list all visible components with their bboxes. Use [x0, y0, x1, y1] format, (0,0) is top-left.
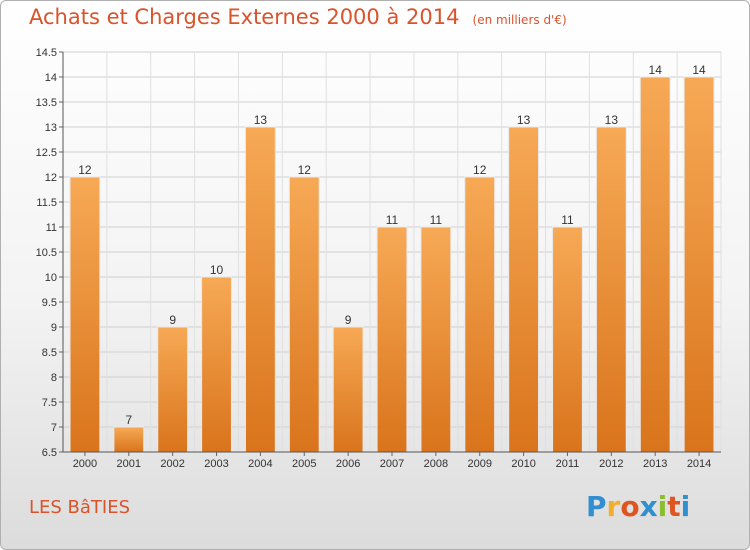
x-tick-label: 2007 — [380, 458, 404, 470]
chart-title: Achats et Charges Externes 2000 à 2014 (… — [29, 5, 567, 29]
bar-value-label: 12 — [78, 163, 92, 177]
y-tick-label: 8 — [51, 372, 57, 384]
bar-2006 — [332, 326, 364, 453]
bar-value-label: 12 — [298, 163, 312, 177]
bar-value-label: 13 — [254, 113, 268, 127]
y-tick-label: 12.5 — [36, 147, 57, 159]
x-tick-label: 2010 — [511, 458, 535, 470]
y-tick-label: 11.5 — [36, 197, 57, 209]
axes — [59, 51, 721, 456]
bar-2001 — [113, 426, 145, 453]
x-tick-label: 2006 — [336, 458, 360, 470]
x-tick-label: 2014 — [687, 458, 711, 470]
chart-unit: (en milliers d'€) — [472, 13, 567, 27]
y-tick-label: 14.5 — [36, 47, 57, 59]
bar-2012 — [595, 126, 627, 453]
y-tick-label: 7.5 — [42, 397, 57, 409]
bar-value-label: 12 — [473, 163, 487, 177]
logo-letter: r — [606, 490, 621, 523]
x-tick-label: 2001 — [117, 458, 141, 470]
x-tick-label: 2011 — [556, 458, 580, 470]
proxiti-logo: Proxiti — [586, 490, 690, 523]
bar-2007 — [376, 226, 408, 453]
bar-2002 — [157, 326, 189, 453]
bars — [69, 76, 715, 453]
x-tick-label: 2012 — [599, 458, 623, 470]
logo-letter: i — [680, 490, 691, 523]
y-tick-label: 7 — [51, 422, 57, 434]
bar-2014 — [683, 76, 715, 453]
x-tick-label: 2005 — [292, 458, 316, 470]
bar-2000 — [69, 176, 101, 453]
logo-letter: x — [639, 490, 658, 523]
y-tick-label: 12 — [45, 172, 57, 184]
y-tick-label: 9 — [51, 322, 57, 334]
bar-value-label: 7 — [125, 413, 132, 427]
x-tick-label: 2002 — [160, 458, 184, 470]
logo-letter: t — [667, 490, 681, 523]
y-tick-label: 13.5 — [36, 97, 57, 109]
bar-2013 — [639, 76, 671, 453]
chart-title-text: Achats et Charges Externes 2000 à 2014 — [29, 5, 460, 29]
labels: 6.5 7 7.5 8 8.5 9 9.5 10 10.5 11 11.5 12 12.5 13 13.5 1… — [36, 47, 712, 470]
bar-value-label: 9 — [169, 313, 176, 327]
bar-value-label: 11 — [561, 213, 574, 227]
bar-value-label: 11 — [386, 213, 399, 227]
x-tick-label: 2003 — [204, 458, 228, 470]
bar-value-label: 14 — [692, 63, 706, 77]
bar-value-label: 14 — [649, 63, 663, 77]
x-tick-label: 2009 — [467, 458, 491, 470]
y-tick-label: 6.5 — [42, 447, 57, 459]
logo-letter: P — [586, 490, 607, 523]
bar-2004 — [244, 126, 276, 453]
y-tick-label: 8.5 — [42, 347, 57, 359]
bar-2008 — [420, 226, 452, 453]
y-tick-label: 13 — [45, 122, 57, 134]
bar-2010 — [508, 126, 540, 453]
y-tick-label: 10.5 — [36, 247, 57, 259]
bar-2003 — [201, 276, 232, 453]
bar-value-label: 13 — [517, 113, 531, 127]
bar-value-label: 13 — [605, 113, 619, 127]
y-tick-label: 10 — [45, 272, 57, 284]
x-tick-label: 2004 — [248, 458, 272, 470]
x-tick-label: 2008 — [424, 458, 448, 470]
bar-value-label: 11 — [430, 213, 443, 227]
bar-2011 — [552, 226, 583, 453]
logo-letter: o — [620, 490, 640, 523]
bar-2009 — [464, 176, 496, 453]
bar-2005 — [288, 176, 320, 453]
x-tick-label: 2000 — [73, 458, 97, 470]
y-tick-label: 14 — [45, 72, 57, 84]
logo-letter: i — [657, 490, 668, 523]
bar-value-label: 10 — [210, 263, 224, 277]
y-tick-label: 11 — [46, 222, 57, 234]
bar-value-label: 9 — [345, 313, 352, 327]
x-tick-label: 2013 — [643, 458, 667, 470]
y-tick-label: 9.5 — [42, 297, 57, 309]
commune-name: LES BâTIES — [29, 497, 131, 518]
